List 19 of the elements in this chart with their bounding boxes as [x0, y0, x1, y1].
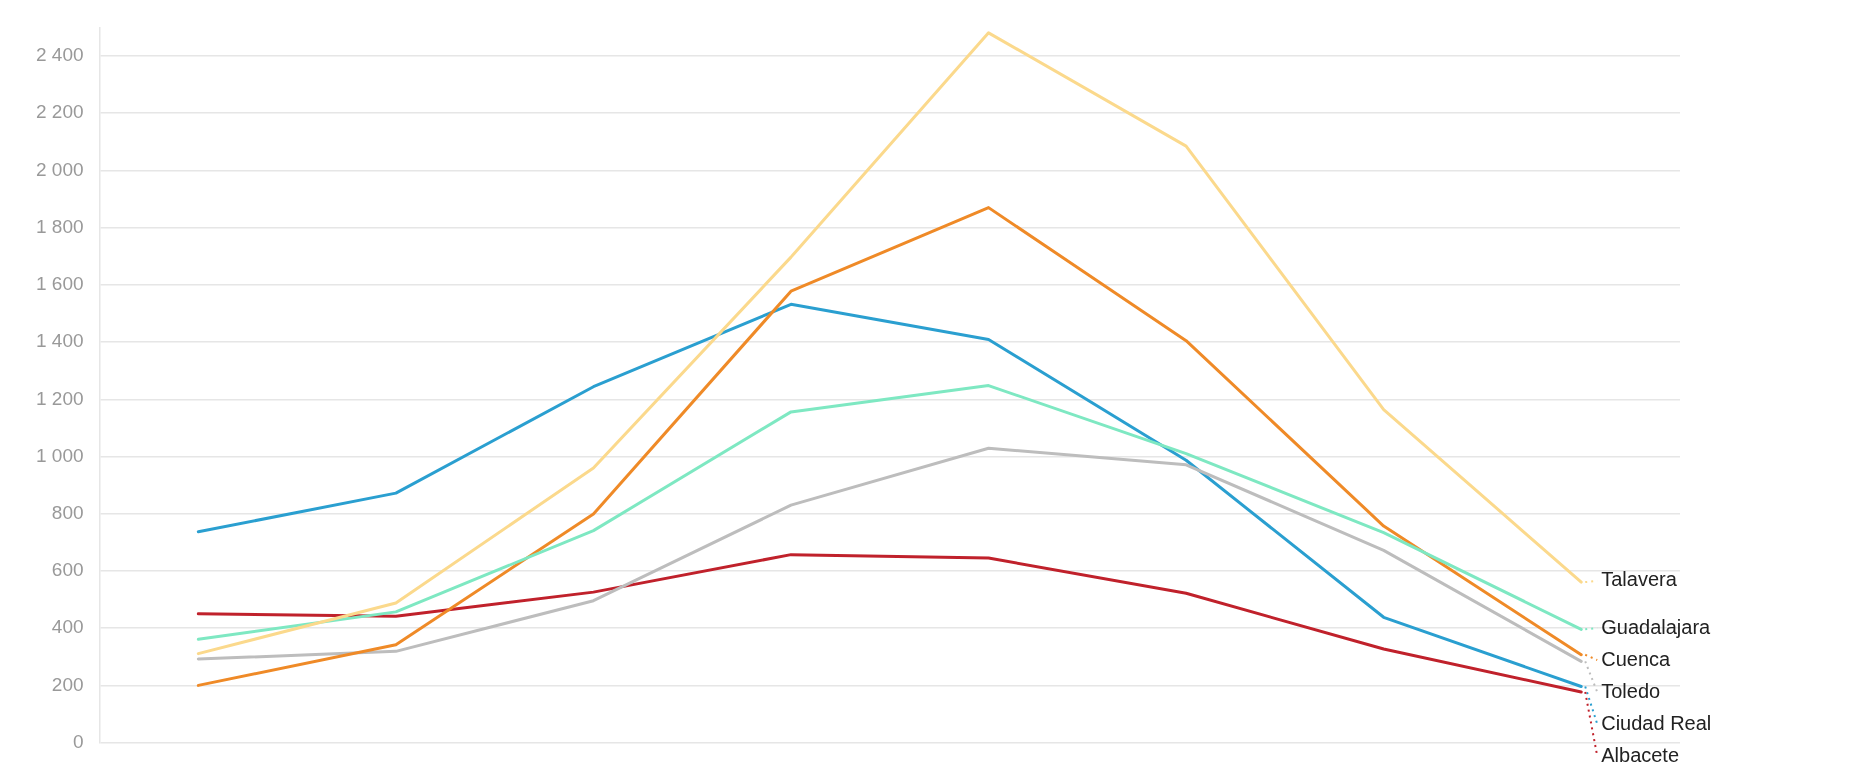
y-tick-label: 0	[72, 730, 84, 752]
legend-label: Toledo	[1601, 679, 1661, 702]
series-label: Ciudad Real	[1601, 711, 1712, 734]
legend-label: Talavera	[1601, 568, 1678, 591]
y-tick-label: 200	[51, 673, 84, 695]
y-tick-label: 1 600	[36, 273, 84, 295]
y-tick-label: 1 800	[36, 215, 84, 237]
series-label: Cuenca	[1601, 647, 1672, 670]
y-tick-label: 2 200	[36, 101, 84, 123]
y-tick-label: 800	[51, 501, 84, 523]
y-tick-label: 400	[51, 616, 84, 638]
y-tick-label: 2 400	[36, 44, 84, 66]
y-tick-label: 600	[51, 559, 84, 581]
y-tick-label: 1 200	[36, 387, 84, 409]
text: Albacete	[1601, 743, 1680, 766]
y-tick-label: 2 000	[36, 158, 84, 180]
y-tick-label: 1 400	[36, 330, 84, 352]
legend-label: Guadalajara	[1601, 615, 1712, 638]
y-tick-label: 1 000	[36, 444, 84, 466]
